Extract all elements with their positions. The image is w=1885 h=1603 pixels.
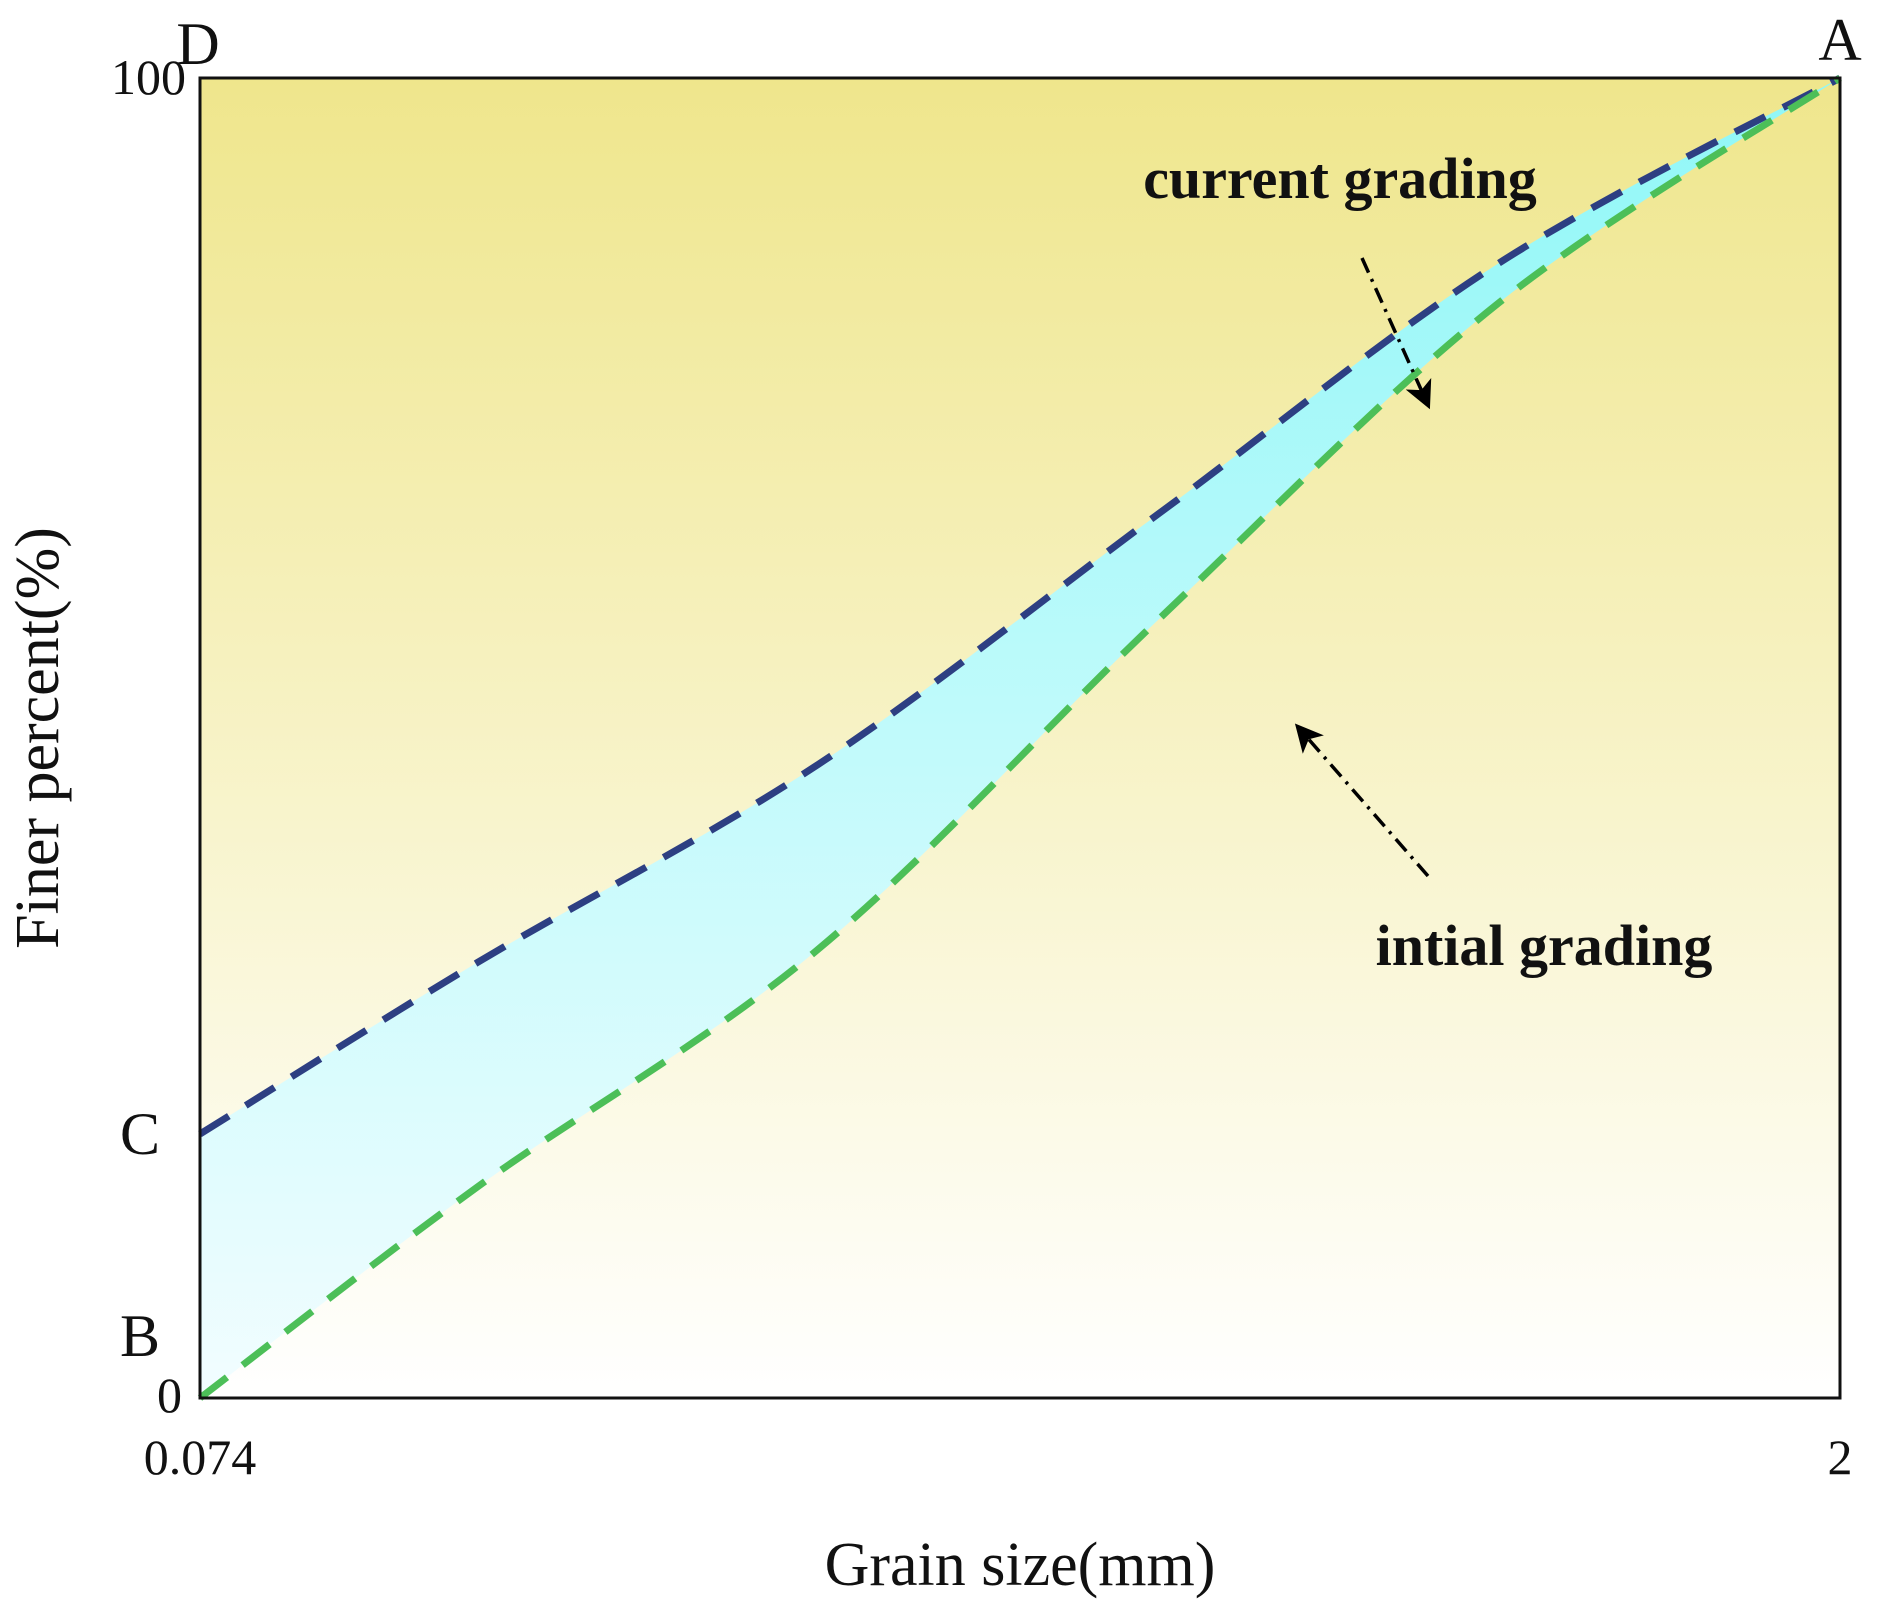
- point-label-c: C: [120, 1101, 160, 1167]
- y-axis-title: Finer percent(%): [4, 527, 72, 949]
- grading-band: [200, 78, 1840, 1398]
- x-tick-label-2: 2: [1828, 1429, 1853, 1485]
- y-tick-label-0: 0: [157, 1367, 182, 1423]
- current-grading-curve: [198, 74, 1842, 1137]
- x-axis-title: Grain size(mm): [825, 1531, 1216, 1599]
- plot-frame: [198, 76, 1842, 1400]
- initial-grading-curve: [197, 75, 1842, 1401]
- annotation-current-grading: current grading: [1143, 146, 1537, 211]
- point-label-b: B: [120, 1303, 160, 1369]
- y-tick-label-100: 100: [111, 49, 186, 105]
- arrow-to-current-grading: [1360, 257, 1432, 410]
- point-label-a: A: [1818, 7, 1861, 73]
- x-tick-label-0074: 0.074: [144, 1429, 257, 1485]
- point-label-d: D: [176, 11, 219, 77]
- annotation-initial-grading: intial grading: [1376, 913, 1713, 978]
